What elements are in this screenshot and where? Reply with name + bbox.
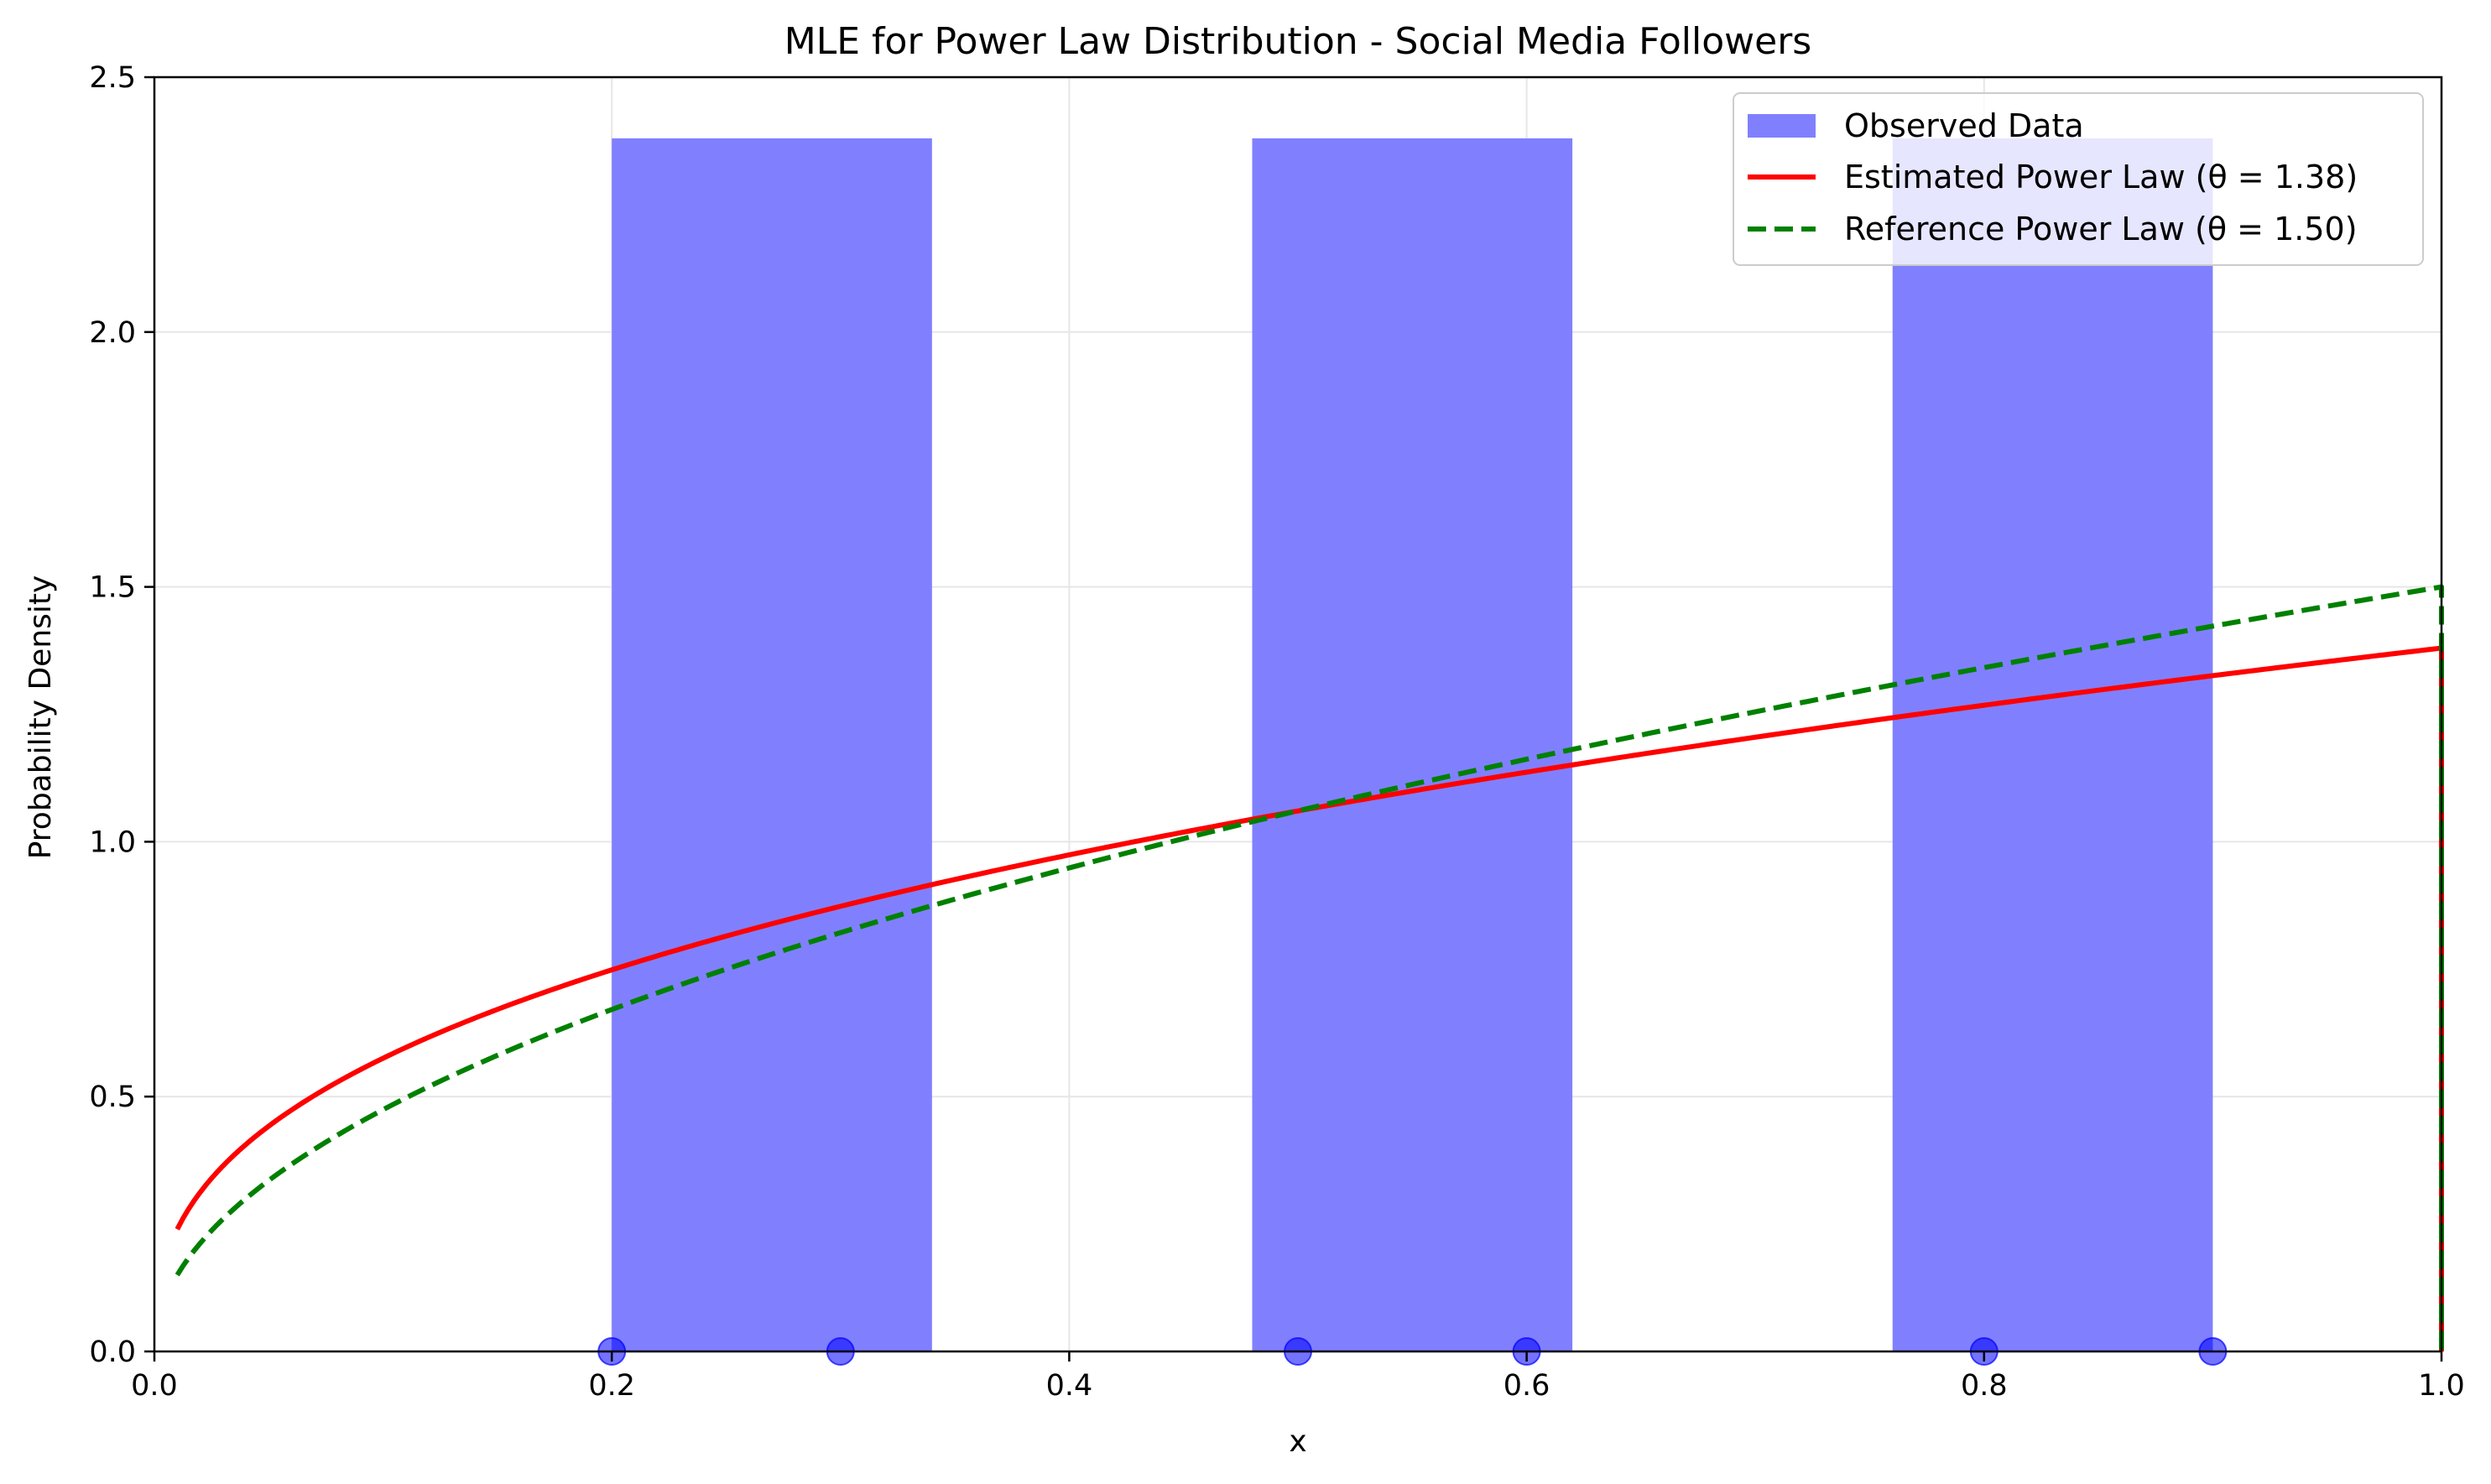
x-tick-label: 0.4 <box>1046 1369 1093 1403</box>
x-tick-label: 0.0 <box>131 1369 178 1403</box>
histogram-bar <box>1892 138 2213 1352</box>
legend-swatch-observed <box>1748 114 1816 138</box>
legend-box <box>1733 92 2424 266</box>
x-axis-label: x <box>1289 1424 1306 1459</box>
series-lines <box>175 584 2444 1351</box>
legend-label-observed: Observed Data <box>1844 107 2084 144</box>
x-tick-label: 0.2 <box>588 1369 635 1403</box>
histogram-bar <box>1252 138 1573 1352</box>
y-tick-label: 2.0 <box>89 316 136 350</box>
chart-title: MLE for Power Law Distribution - Social … <box>784 20 1811 63</box>
axes: 0.0 0.2 0.4 0.6 0.8 1.0 0.0 0.5 1.0 1.5 2.0 2.5 <box>89 61 2465 1403</box>
histogram-bars <box>612 138 2213 1352</box>
x-tick-label: 1.0 <box>2418 1369 2465 1403</box>
y-tick-label: 0.0 <box>89 1336 136 1369</box>
x-tick-label: 0.8 <box>1961 1369 2008 1403</box>
reference-power-law-line <box>175 584 2444 1351</box>
x-tick-label: 0.6 <box>1503 1369 1550 1403</box>
y-tick-label: 1.5 <box>89 571 136 605</box>
y-axis-label: Probability Density <box>23 575 58 860</box>
y-tick-label: 1.0 <box>89 825 136 859</box>
legend-label-series: Estimated Power Law (θ = 1.38) <box>1844 159 2358 195</box>
y-tick-label: 2.5 <box>89 61 136 95</box>
y-tick-label: 0.5 <box>89 1080 136 1114</box>
plot-frame <box>153 76 2443 1353</box>
histogram-bar <box>612 138 932 1352</box>
legend: Observed Data Estimated Power Law (θ = 1.… <box>1733 92 2424 266</box>
legend-label-series: Reference Power Law (θ = 1.50) <box>1844 211 2358 247</box>
